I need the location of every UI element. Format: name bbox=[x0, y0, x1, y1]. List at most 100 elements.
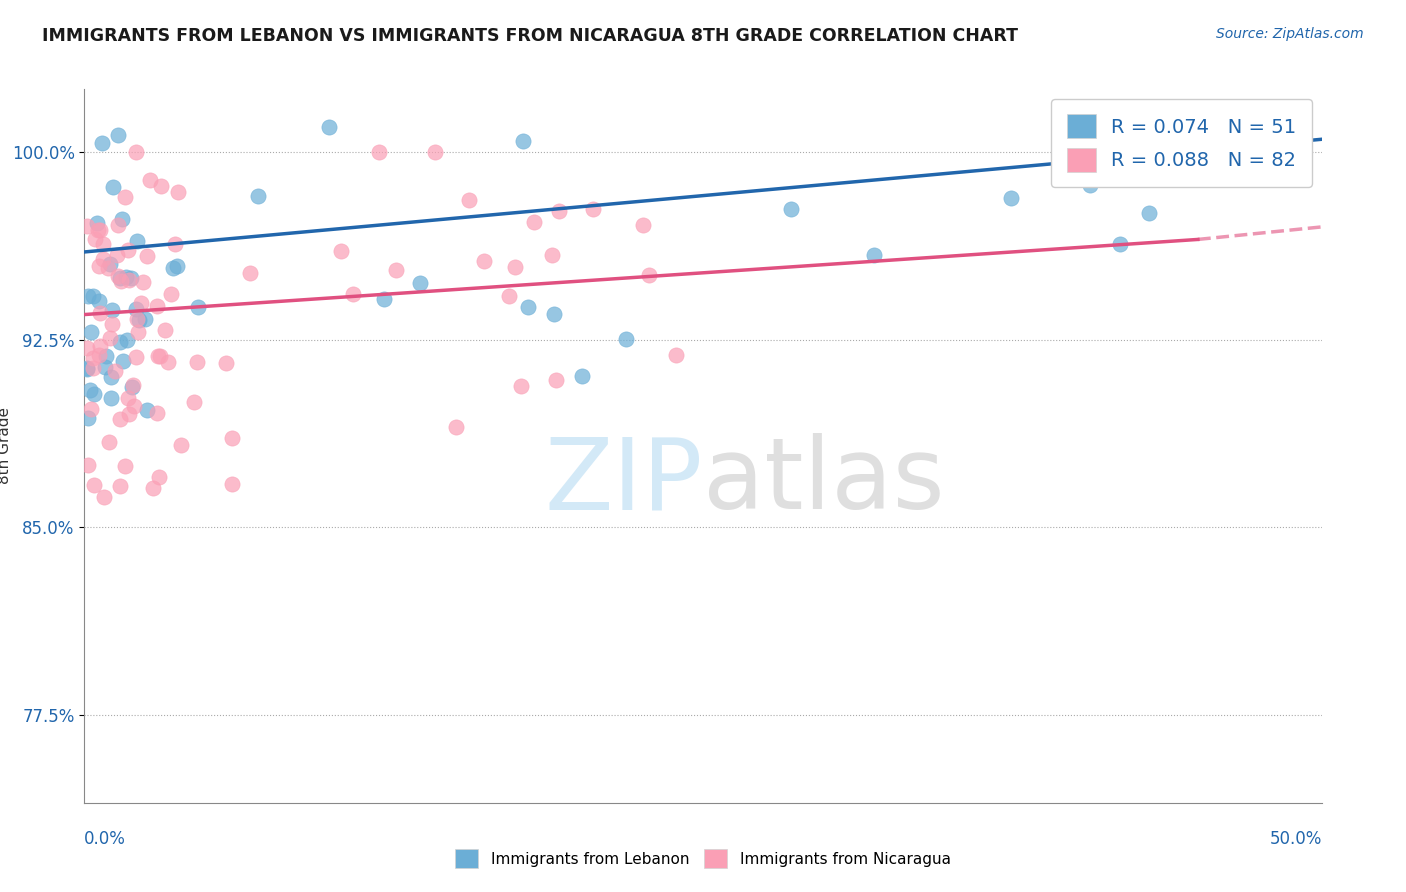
Point bbox=[543, 307, 565, 321]
Point bbox=[91, 236, 114, 251]
Point bbox=[89, 260, 111, 274]
Point bbox=[863, 247, 886, 261]
Legend: R = 0.074   N = 51, R = 0.088   N = 82: R = 0.074 N = 51, R = 0.088 N = 82 bbox=[1050, 99, 1312, 187]
Point bbox=[1069, 120, 1091, 134]
Point bbox=[136, 249, 159, 263]
Point bbox=[107, 268, 129, 283]
Point bbox=[385, 262, 408, 277]
Point bbox=[120, 271, 142, 285]
Point bbox=[94, 359, 117, 374]
Point bbox=[124, 301, 146, 316]
Point bbox=[512, 134, 534, 148]
Point bbox=[458, 193, 481, 207]
Point bbox=[1078, 178, 1101, 193]
Point bbox=[523, 214, 546, 228]
Point bbox=[82, 360, 104, 375]
Point bbox=[84, 232, 107, 246]
Point bbox=[114, 459, 136, 474]
Point bbox=[246, 188, 269, 202]
Point bbox=[80, 326, 103, 340]
Point bbox=[111, 211, 134, 226]
Point bbox=[135, 403, 157, 417]
Point bbox=[142, 481, 165, 495]
Point bbox=[114, 190, 136, 204]
Point bbox=[117, 391, 139, 405]
Point bbox=[98, 257, 121, 271]
Y-axis label: 8th Grade: 8th Grade bbox=[0, 408, 13, 484]
Point bbox=[117, 333, 139, 347]
Point bbox=[779, 202, 801, 217]
Point bbox=[160, 287, 183, 301]
Point bbox=[166, 259, 188, 273]
Point bbox=[129, 296, 152, 310]
Point bbox=[107, 128, 129, 143]
Point bbox=[472, 254, 495, 268]
Point bbox=[108, 270, 131, 285]
Point bbox=[108, 412, 131, 426]
Point bbox=[547, 204, 569, 219]
Point bbox=[582, 202, 605, 217]
Point bbox=[98, 331, 121, 345]
Point bbox=[89, 339, 111, 353]
Point bbox=[115, 270, 138, 285]
Point bbox=[101, 317, 124, 331]
Text: Source: ZipAtlas.com: Source: ZipAtlas.com bbox=[1216, 27, 1364, 41]
Point bbox=[76, 458, 98, 472]
Legend: Immigrants from Lebanon, Immigrants from Nicaragua: Immigrants from Lebanon, Immigrants from… bbox=[449, 841, 957, 875]
Point bbox=[112, 354, 135, 368]
Point bbox=[83, 386, 105, 401]
Point bbox=[82, 351, 104, 366]
Point bbox=[87, 294, 110, 309]
Point bbox=[157, 355, 180, 369]
Point bbox=[76, 341, 98, 355]
Point bbox=[221, 477, 243, 491]
Point bbox=[97, 261, 120, 276]
Text: 0.0%: 0.0% bbox=[84, 830, 127, 847]
Point bbox=[103, 179, 125, 194]
Point bbox=[373, 292, 395, 306]
Point bbox=[117, 244, 139, 258]
Point bbox=[1000, 190, 1022, 204]
Point bbox=[89, 223, 111, 237]
Point bbox=[110, 274, 132, 288]
Point bbox=[1137, 206, 1160, 220]
Text: atlas: atlas bbox=[703, 434, 945, 530]
Point bbox=[108, 479, 131, 493]
Point bbox=[498, 289, 520, 303]
Point bbox=[77, 411, 100, 425]
Point bbox=[118, 272, 141, 286]
Point bbox=[131, 275, 153, 289]
Point bbox=[90, 136, 112, 150]
Point bbox=[122, 399, 145, 413]
Point bbox=[153, 323, 176, 337]
Point bbox=[127, 234, 149, 248]
Point bbox=[98, 434, 121, 449]
Point bbox=[79, 401, 101, 416]
Point bbox=[503, 260, 526, 274]
Point bbox=[139, 173, 162, 187]
Point bbox=[425, 145, 447, 159]
Point bbox=[149, 178, 172, 193]
Point bbox=[146, 406, 169, 420]
Point bbox=[187, 301, 209, 315]
Point bbox=[79, 383, 101, 397]
Point bbox=[162, 261, 184, 276]
Point bbox=[94, 349, 117, 363]
Point bbox=[105, 248, 128, 262]
Point bbox=[104, 364, 127, 378]
Point bbox=[100, 391, 122, 405]
Point bbox=[215, 356, 238, 370]
Point bbox=[86, 216, 108, 230]
Point bbox=[571, 368, 593, 383]
Point bbox=[125, 350, 148, 364]
Point bbox=[76, 361, 98, 376]
Point bbox=[125, 145, 148, 159]
Point bbox=[107, 219, 129, 233]
Point bbox=[614, 332, 637, 346]
Point bbox=[409, 277, 432, 291]
Point bbox=[128, 313, 150, 327]
Point bbox=[631, 219, 654, 233]
Point bbox=[82, 289, 104, 303]
Point bbox=[186, 355, 208, 369]
Point bbox=[1108, 237, 1130, 252]
